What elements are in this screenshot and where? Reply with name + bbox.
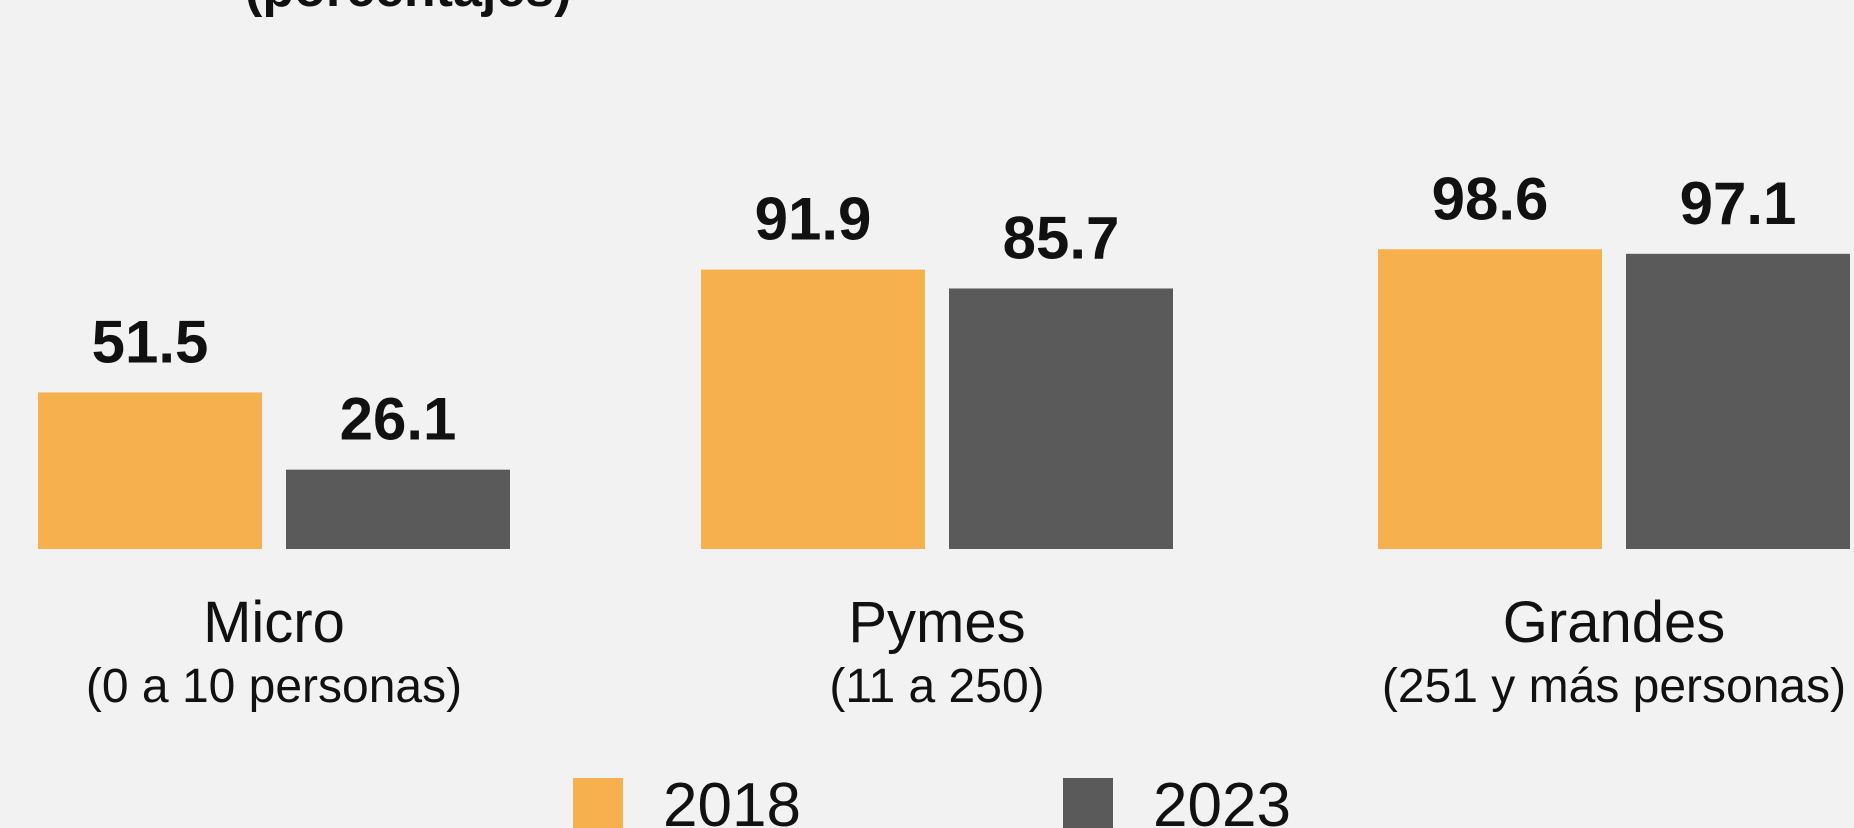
bar-pymes-2018 <box>701 269 925 549</box>
category-sublabel-pymes: (11 a 250) <box>829 660 1044 713</box>
value-label-grandes-2018: 98.6 <box>1432 165 1549 232</box>
category-label-micro: Micro <box>203 590 345 655</box>
category-label-pymes: Pymes <box>848 590 1025 655</box>
labels-layer: 51.5 26.1 Micro(0 a 10 personas) 91.9 85.7 Py… <box>86 165 1846 713</box>
bar-micro-2018 <box>38 392 262 549</box>
value-label-pymes-2018: 91.9 <box>755 186 872 253</box>
bar-grandes-2018 <box>1378 249 1602 550</box>
legend-swatch-2018 <box>573 778 623 828</box>
bar-grandes-2023 <box>1626 253 1850 550</box>
category-label-grandes: Grandes <box>1503 590 1725 655</box>
bars-layer <box>38 249 1850 550</box>
category-sublabel-grandes: (251 y más personas) <box>1382 660 1846 713</box>
legend-swatch-2023 <box>1063 778 1113 828</box>
legend-label-2018: 2018 <box>663 771 801 828</box>
bar-pymes-2023 <box>949 288 1173 549</box>
legend: 2018 2023 <box>573 771 1291 828</box>
value-label-pymes-2023: 85.7 <box>1003 204 1120 271</box>
value-label-micro-2018: 51.5 <box>92 308 209 375</box>
legend-label-2023: 2023 <box>1153 771 1291 828</box>
chart-subtitle: (porcentajes) <box>245 0 572 18</box>
value-label-micro-2023: 26.1 <box>340 386 457 453</box>
bar-micro-2023 <box>286 469 510 549</box>
category-sublabel-micro: (0 a 10 personas) <box>86 660 462 713</box>
value-label-grandes-2023: 97.1 <box>1680 170 1797 237</box>
